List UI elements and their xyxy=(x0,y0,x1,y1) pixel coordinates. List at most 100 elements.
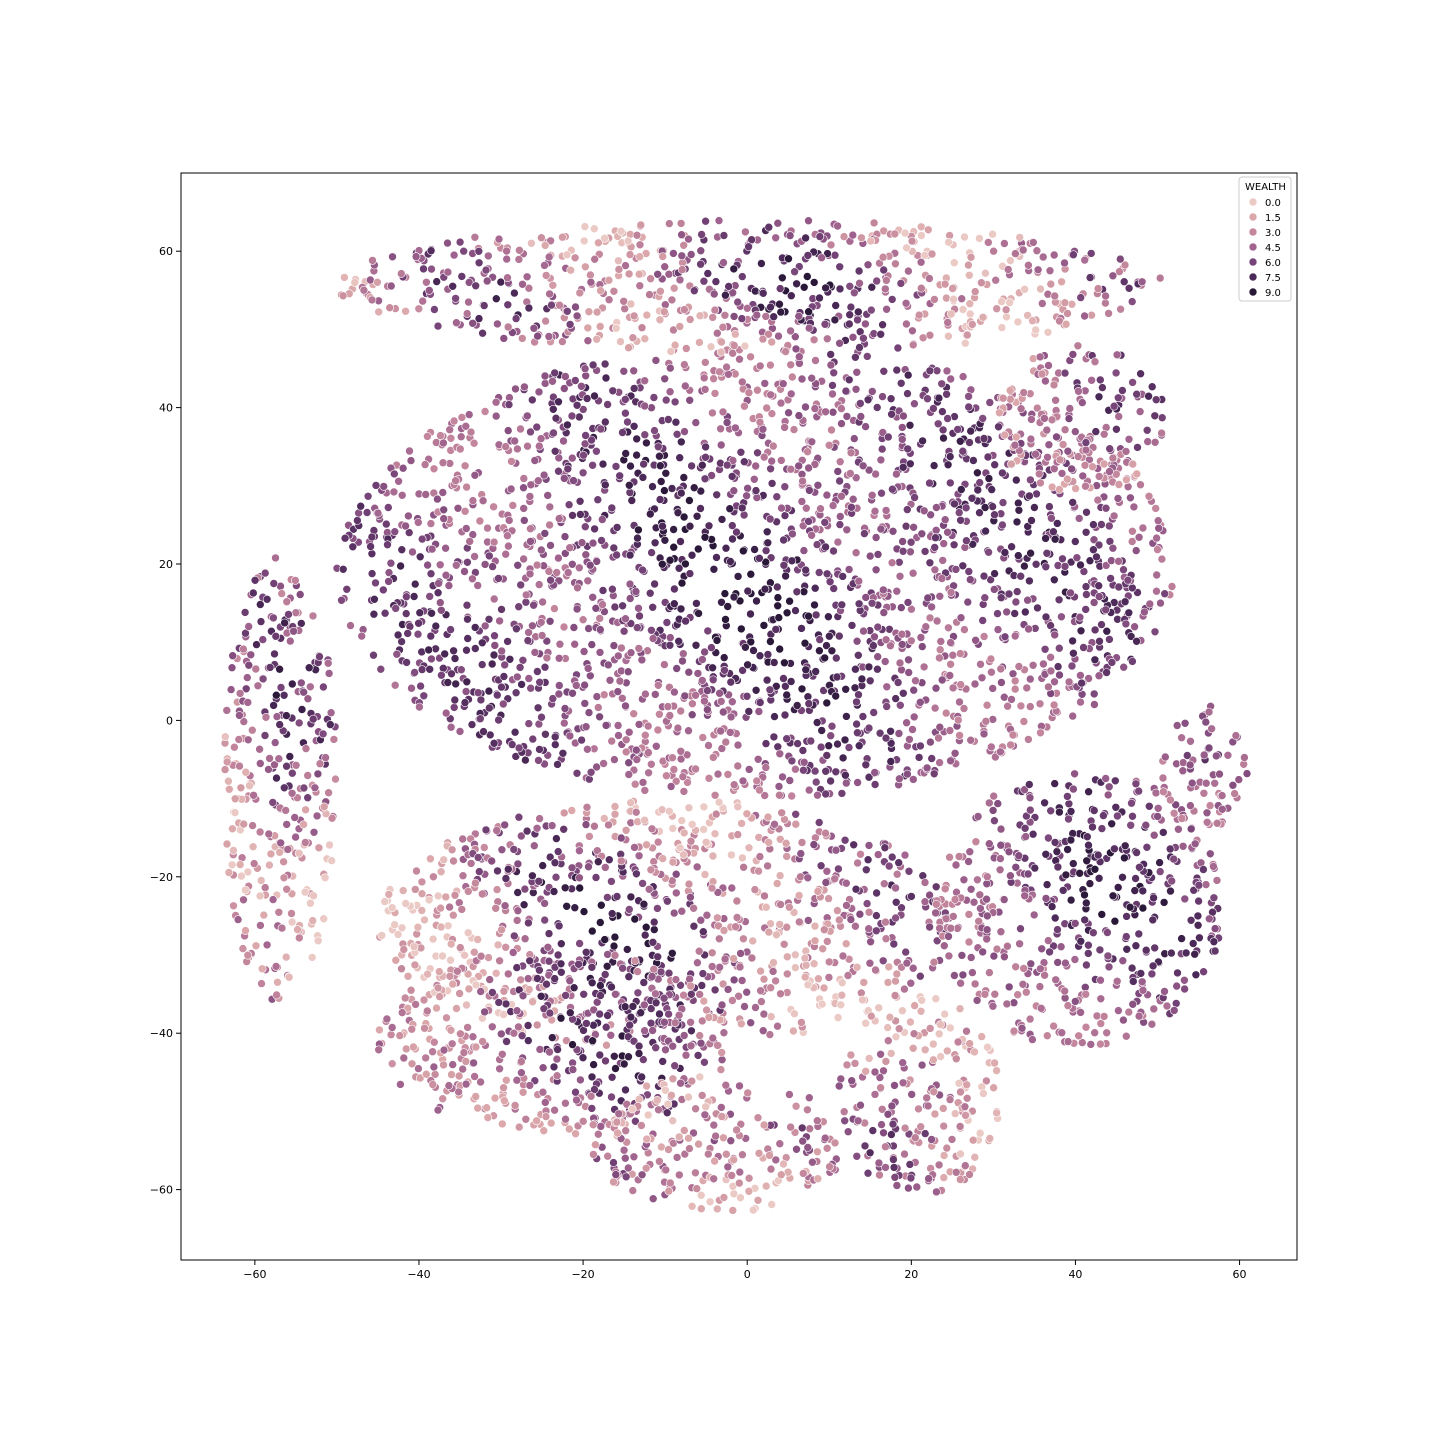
scatter-point xyxy=(1072,553,1082,563)
scatter-point xyxy=(935,591,945,601)
scatter-point xyxy=(694,946,704,956)
scatter-point xyxy=(427,544,437,554)
scatter-point xyxy=(687,710,697,720)
scatter-point xyxy=(668,1074,678,1084)
scatter-point xyxy=(869,708,879,717)
scatter-point xyxy=(546,575,555,585)
scatter-point xyxy=(756,986,765,996)
scatter-point xyxy=(590,524,599,534)
scatter-point xyxy=(760,791,770,800)
scatter-point xyxy=(1081,527,1091,537)
scatter-point xyxy=(429,872,438,882)
scatter-point xyxy=(837,978,847,988)
scatter-point xyxy=(637,1170,647,1180)
scatter-point xyxy=(872,403,882,412)
scatter-point xyxy=(893,678,903,687)
scatter-point xyxy=(580,522,590,532)
scatter-point xyxy=(884,962,894,972)
scatter-point xyxy=(814,568,824,577)
scatter-point xyxy=(625,550,635,560)
scatter-point xyxy=(660,535,670,545)
scatter-point xyxy=(895,774,904,784)
scatter-point xyxy=(407,1024,417,1034)
scatter-point xyxy=(1096,1019,1106,1028)
scatter-point xyxy=(821,542,830,552)
scatter-point xyxy=(921,622,931,632)
scatter-point xyxy=(382,1014,392,1024)
scatter-point xyxy=(612,892,622,901)
scatter-point xyxy=(1113,811,1122,821)
scatter-point xyxy=(1145,801,1154,811)
scatter-point xyxy=(609,641,619,650)
scatter-point xyxy=(740,401,749,411)
scatter-point xyxy=(712,490,722,500)
scatter-point xyxy=(554,397,563,407)
scatter-point xyxy=(760,379,770,388)
scatter-point xyxy=(1159,898,1169,907)
scatter-point xyxy=(367,569,377,578)
scatter-point xyxy=(965,1039,975,1048)
scatter-point xyxy=(1047,513,1056,523)
scatter-point xyxy=(579,647,589,656)
scatter-point xyxy=(956,613,966,623)
scatter-point xyxy=(484,686,494,696)
scatter-point xyxy=(899,411,908,421)
scatter-point xyxy=(782,952,792,962)
scatter-point xyxy=(436,867,446,877)
scatter-point xyxy=(401,521,410,531)
scatter-point xyxy=(502,254,512,264)
scatter-point xyxy=(1124,608,1134,618)
scatter-point xyxy=(399,945,409,954)
scatter-point xyxy=(980,593,990,603)
scatter-point xyxy=(1031,559,1041,569)
scatter-point xyxy=(1110,844,1119,854)
scatter-point xyxy=(1068,636,1077,646)
scatter-point xyxy=(982,879,992,889)
scatter-point xyxy=(735,1081,744,1091)
scatter-point xyxy=(716,424,725,434)
scatter-point xyxy=(649,917,659,927)
scatter-point xyxy=(687,1202,697,1211)
scatter-point xyxy=(1210,778,1219,788)
scatter-point xyxy=(629,384,639,393)
scatter-point xyxy=(649,964,659,974)
scatter-point xyxy=(1097,824,1107,833)
scatter-point xyxy=(446,433,456,443)
scatter-point xyxy=(716,697,726,706)
scatter-point xyxy=(720,589,730,598)
scatter-point xyxy=(578,1117,588,1126)
scatter-point xyxy=(560,549,570,558)
scatter-point xyxy=(1041,612,1051,622)
scatter-point xyxy=(616,833,626,843)
scatter-point xyxy=(1011,962,1021,972)
scatter-point xyxy=(720,665,729,675)
scatter-point xyxy=(544,956,554,966)
scatter-point xyxy=(692,599,701,608)
scatter-point xyxy=(812,1116,822,1125)
scatter-point xyxy=(1123,575,1133,585)
scatter-point xyxy=(962,1026,971,1036)
scatter-point xyxy=(1049,700,1059,710)
scatter-point xyxy=(879,366,889,376)
scatter-point xyxy=(1080,890,1089,900)
scatter-point xyxy=(744,843,754,853)
scatter-point xyxy=(1003,941,1012,951)
scatter-point xyxy=(960,1102,970,1111)
scatter-point xyxy=(742,809,752,819)
scatter-point xyxy=(506,484,516,494)
scatter-point xyxy=(576,1075,585,1085)
scatter-point xyxy=(755,698,765,707)
scatter-point xyxy=(1046,806,1055,816)
scatter-point xyxy=(1128,657,1137,666)
scatter-point xyxy=(965,575,975,584)
scatter-point xyxy=(1058,554,1067,564)
scatter-point xyxy=(534,387,544,397)
scatter-point xyxy=(772,582,782,592)
scatter-point xyxy=(897,423,907,432)
scatter-point xyxy=(1015,939,1024,949)
scatter-point xyxy=(425,592,435,601)
scatter-point xyxy=(969,456,978,465)
scatter-point xyxy=(693,544,703,554)
scatter-point xyxy=(383,503,393,512)
scatter-point xyxy=(528,871,537,881)
